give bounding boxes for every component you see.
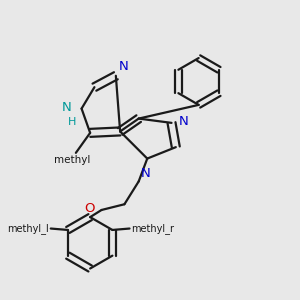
Text: methyl_l: methyl_l [8, 223, 49, 234]
Text: H: H [68, 117, 76, 127]
Text: N: N [62, 101, 72, 114]
Text: N: N [179, 115, 188, 128]
Text: N: N [141, 167, 151, 180]
Text: N: N [119, 60, 128, 73]
Text: methyl: methyl [54, 155, 91, 165]
Text: O: O [84, 202, 94, 215]
Text: methyl_r: methyl_r [131, 223, 174, 234]
